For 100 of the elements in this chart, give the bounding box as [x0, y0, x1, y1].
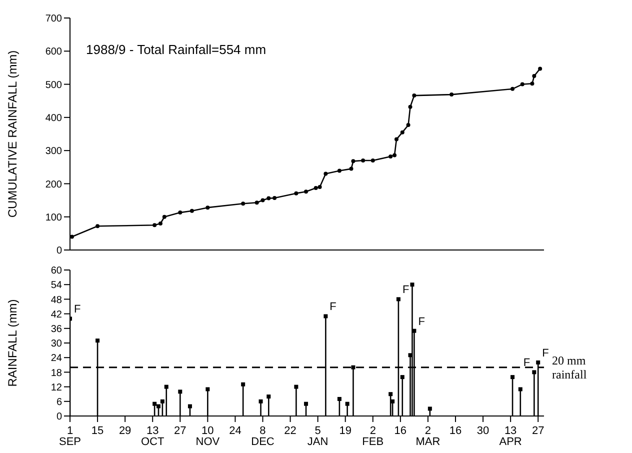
point	[410, 282, 414, 287]
annotation: F	[74, 304, 81, 316]
point	[178, 390, 182, 394]
point	[96, 224, 100, 228]
point	[450, 92, 454, 97]
point	[304, 190, 308, 194]
point	[272, 196, 277, 200]
y-tick-label: 100	[45, 212, 62, 224]
point	[392, 153, 397, 158]
x-tick-label: 8 DEC	[251, 425, 274, 448]
point	[370, 158, 375, 163]
y-tick-label: 300	[45, 146, 62, 158]
point	[188, 404, 192, 408]
point	[510, 86, 515, 91]
point	[349, 166, 354, 171]
point	[532, 74, 536, 78]
point	[318, 185, 322, 190]
y-tick-label: 0	[56, 246, 62, 257]
y-tick-label: 42	[50, 309, 62, 320]
x-tick-label: 16	[394, 425, 407, 437]
point	[156, 404, 161, 408]
point	[532, 370, 536, 374]
point	[394, 137, 398, 142]
annotation: F	[418, 316, 426, 328]
y-tick-label: 48	[50, 294, 62, 306]
y-tick-label: 500	[45, 80, 62, 91]
x-tick-label: 15	[91, 425, 104, 437]
y-tick-label: 18	[50, 368, 62, 379]
point	[412, 94, 416, 98]
point	[396, 297, 400, 302]
point	[400, 130, 404, 134]
y-tick-label: 36	[50, 324, 62, 335]
x-tick-label: 13 OCT	[140, 425, 164, 448]
point	[428, 406, 432, 411]
point	[408, 104, 412, 109]
point	[406, 123, 410, 128]
point	[538, 66, 542, 71]
point	[152, 402, 157, 406]
point	[254, 200, 259, 205]
point	[314, 186, 318, 190]
point	[190, 208, 194, 213]
point	[96, 338, 100, 343]
y-tick-label: 700	[45, 14, 62, 25]
y-tick-label: 30	[50, 338, 62, 350]
point	[178, 210, 182, 215]
y-tick-label: 12	[50, 382, 62, 394]
point	[337, 396, 342, 401]
point	[351, 159, 356, 164]
x-tick-label: 16	[449, 425, 462, 437]
point	[510, 375, 515, 380]
point	[400, 375, 404, 380]
x-tick-label: 2 FEB	[362, 425, 384, 448]
annotation: F	[330, 301, 337, 314]
point	[520, 82, 524, 86]
y-tick-label: 200	[45, 179, 62, 190]
y-tick-label: 0	[56, 412, 62, 423]
y-axis-title: RAINFALL (mm)	[5, 299, 20, 387]
x-tick-label: 13 APR	[499, 425, 522, 448]
point	[160, 399, 164, 404]
point	[304, 402, 308, 406]
point	[324, 172, 328, 176]
point	[294, 191, 298, 196]
annotation: F	[523, 357, 530, 370]
x-tick-label: 22	[284, 425, 296, 437]
y-tick-label: 6	[56, 396, 62, 408]
y-tick-label: 54	[50, 280, 62, 292]
point	[388, 154, 393, 159]
x-tick-label: 27	[174, 425, 186, 437]
point	[390, 399, 395, 404]
x-tick-label: 24	[229, 425, 242, 437]
point	[412, 328, 416, 333]
point	[294, 384, 298, 389]
x-tick-label: 5 JAN	[307, 425, 328, 448]
point	[162, 214, 166, 219]
x-tick-label: 2 MAR	[416, 425, 440, 448]
x-tick-label: 19	[339, 425, 352, 437]
point	[258, 399, 263, 404]
point	[158, 221, 162, 226]
point	[241, 202, 246, 206]
x-tick-label: 10 NOV	[196, 425, 220, 448]
point	[164, 384, 168, 389]
y-tick-label: 24	[50, 353, 62, 364]
point	[260, 198, 265, 202]
x-tick-label: 30	[476, 425, 490, 437]
ref-line-label: 20 mm rainfall	[552, 353, 588, 382]
point	[70, 234, 74, 239]
point	[536, 360, 540, 364]
x-tick-label: 29	[118, 425, 132, 437]
text: 1988/9 - Total Rainfall=554 mm	[86, 42, 266, 57]
point	[241, 382, 246, 386]
point	[530, 82, 534, 86]
point	[361, 158, 366, 163]
annotation: F	[402, 284, 410, 296]
point	[388, 392, 393, 396]
x-tick-label: 1 SEP	[58, 425, 82, 448]
point	[518, 387, 522, 392]
point	[266, 196, 271, 200]
annotation: F	[542, 347, 550, 360]
x-tick-label: 27	[532, 425, 544, 437]
y-tick-label: 600	[45, 46, 62, 58]
